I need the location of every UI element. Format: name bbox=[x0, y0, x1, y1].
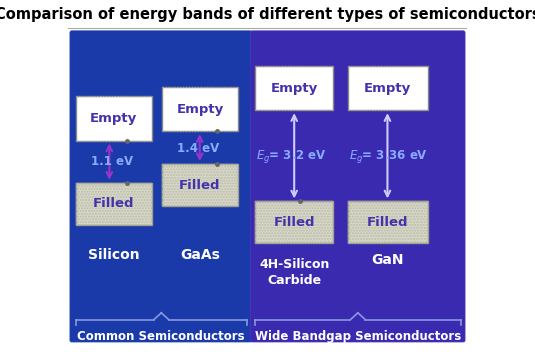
Text: Filled: Filled bbox=[273, 216, 315, 229]
Text: GaAs: GaAs bbox=[180, 248, 220, 262]
Text: $E_g$= 3.36 eV: $E_g$= 3.36 eV bbox=[349, 147, 428, 164]
Text: Empty: Empty bbox=[364, 82, 411, 95]
FancyBboxPatch shape bbox=[75, 183, 151, 225]
Text: Empty: Empty bbox=[177, 103, 224, 116]
Text: Comparison of energy bands of different types of semiconductors: Comparison of energy bands of different … bbox=[0, 7, 535, 22]
FancyBboxPatch shape bbox=[70, 31, 252, 342]
FancyBboxPatch shape bbox=[348, 201, 427, 244]
Text: Empty: Empty bbox=[271, 82, 318, 95]
Text: $E_g$= 3.2 eV: $E_g$= 3.2 eV bbox=[256, 147, 327, 164]
Text: GaN: GaN bbox=[371, 253, 404, 267]
Text: 1.1 eV: 1.1 eV bbox=[91, 155, 133, 168]
FancyBboxPatch shape bbox=[255, 66, 333, 110]
FancyBboxPatch shape bbox=[348, 66, 427, 110]
Text: Empty: Empty bbox=[90, 112, 137, 125]
Text: 4H-Silicon
Carbide: 4H-Silicon Carbide bbox=[259, 258, 330, 287]
Text: Filled: Filled bbox=[367, 216, 408, 229]
Text: Filled: Filled bbox=[93, 197, 134, 210]
FancyBboxPatch shape bbox=[255, 201, 333, 244]
FancyBboxPatch shape bbox=[162, 87, 238, 131]
FancyBboxPatch shape bbox=[251, 31, 465, 342]
FancyBboxPatch shape bbox=[75, 96, 151, 141]
Text: 1.4 eV: 1.4 eV bbox=[177, 142, 219, 155]
Text: Wide Bandgap Semiconductors: Wide Bandgap Semiconductors bbox=[255, 330, 461, 343]
Text: Filled: Filled bbox=[179, 178, 220, 192]
FancyBboxPatch shape bbox=[162, 164, 238, 206]
Text: Common Semiconductors: Common Semiconductors bbox=[77, 330, 245, 343]
Text: Silicon: Silicon bbox=[88, 248, 139, 262]
